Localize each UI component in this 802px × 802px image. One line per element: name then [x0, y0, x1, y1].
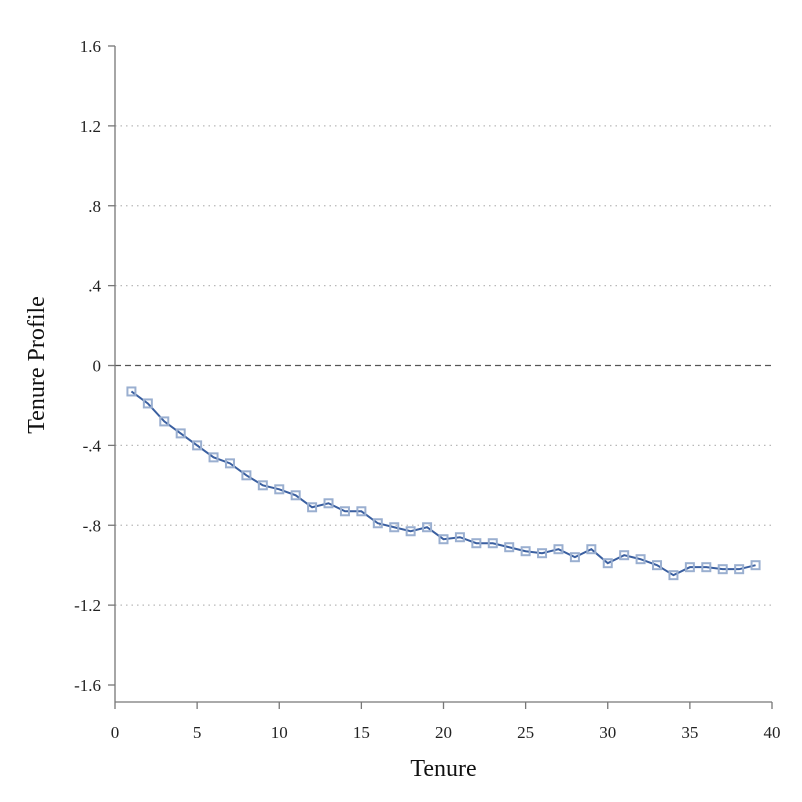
data-point-marker	[257, 480, 268, 491]
data-point-marker	[569, 552, 580, 563]
data-point-marker	[175, 428, 186, 439]
y-tick-label: -.4	[83, 436, 102, 455]
data-point-marker	[389, 522, 400, 533]
grid-lines	[115, 125, 772, 606]
data-point-marker	[422, 522, 433, 533]
data-point-marker	[701, 562, 712, 573]
x-tick-label: 30	[599, 723, 616, 742]
y-tick-label: -1.6	[74, 676, 101, 695]
ticks: 1.6 1.2 .8 .4 0 -.4 -.8 -1.2 -1.6 0 5 10 15 20 25 30 35 4…	[74, 37, 780, 742]
data-point-marker	[717, 564, 728, 575]
x-axis-title: Tenure	[410, 756, 476, 782]
data-point-marker	[241, 470, 252, 481]
series-line	[130, 390, 756, 577]
y-tick-label: 1.2	[80, 117, 101, 136]
data-point-marker	[471, 538, 482, 549]
x-tick-label: 15	[353, 723, 370, 742]
data-point-marker	[520, 546, 531, 557]
data-point-marker	[537, 548, 548, 559]
data-point-marker	[339, 506, 350, 517]
series	[126, 386, 761, 581]
data-point-marker	[224, 458, 235, 469]
data-point-marker	[602, 558, 613, 569]
data-point-marker	[323, 498, 334, 509]
data-point-marker	[405, 526, 416, 537]
data-point-marker	[208, 452, 219, 463]
data-point-marker	[652, 560, 663, 571]
data-point-marker	[553, 544, 564, 555]
y-tick-label: 1.6	[80, 37, 101, 56]
y-axis-title: Tenure Profile	[24, 296, 50, 434]
data-point-marker	[159, 416, 170, 427]
x-tick-label: 25	[517, 723, 534, 742]
y-tick-label: -1.2	[74, 596, 101, 615]
data-point-marker	[635, 554, 646, 565]
axes	[114, 46, 772, 703]
data-point-marker	[142, 398, 153, 409]
x-tick-label: 5	[193, 723, 202, 742]
data-point-marker	[619, 550, 630, 561]
data-point-marker	[504, 542, 515, 553]
data-point-marker	[684, 562, 695, 573]
data-point-marker	[290, 490, 301, 501]
data-point-marker	[586, 544, 597, 555]
data-point-marker	[126, 386, 137, 397]
y-tick-label: -.8	[83, 516, 101, 535]
data-point-marker	[438, 534, 449, 545]
data-point-marker	[356, 506, 367, 517]
y-tick-label: .8	[88, 197, 101, 216]
data-point-marker	[454, 532, 465, 543]
y-tick-label: 0	[93, 357, 102, 376]
data-point-marker	[668, 570, 679, 581]
x-tick-label: 0	[111, 723, 120, 742]
data-point-marker	[307, 502, 318, 513]
data-point-marker	[487, 538, 498, 549]
data-point-marker	[274, 484, 285, 495]
data-point-marker	[734, 564, 745, 575]
data-point-marker	[372, 518, 383, 529]
x-tick-label: 10	[271, 723, 288, 742]
data-point-marker	[192, 440, 203, 451]
data-point-marker	[750, 560, 761, 571]
x-tick-label: 35	[681, 723, 698, 742]
x-tick-label: 20	[435, 723, 452, 742]
x-tick-label: 40	[764, 723, 781, 742]
y-tick-label: .4	[88, 277, 101, 296]
